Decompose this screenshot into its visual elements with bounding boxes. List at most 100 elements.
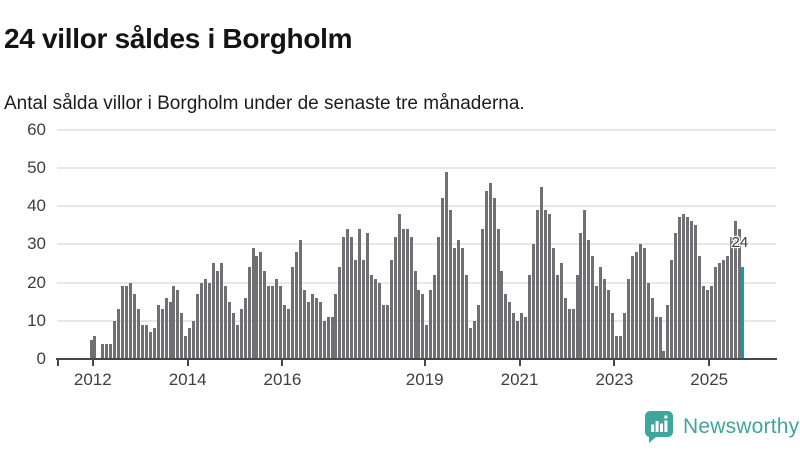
- bar-2020-09: [504, 293, 508, 359]
- x-axis-tick-2014: [186, 360, 189, 366]
- newsworthy-logo-text: Newsworthy: [683, 414, 800, 438]
- bar-2020-08: [500, 271, 504, 359]
- bar-2018-09: [409, 236, 413, 359]
- bar-2013-03: [148, 332, 152, 359]
- bar-2011-12: [89, 339, 93, 359]
- bar-2012-10: [129, 282, 132, 359]
- bar-2012-03: [101, 343, 105, 359]
- bar-2021-08: [547, 213, 551, 359]
- newsworthy-bars-icon: [645, 411, 673, 443]
- x-axis-label-2019: 2019: [405, 370, 444, 389]
- bar-2019-02: [429, 290, 433, 359]
- bar-2017-07: [354, 259, 358, 359]
- bar-2020-07: [496, 228, 500, 359]
- bar-2016-04: [294, 251, 298, 359]
- bar-2014-07: [211, 263, 215, 359]
- bar-2024-06: [682, 213, 686, 359]
- y-axis-label-20: 20: [27, 272, 46, 292]
- bar-2024-12: [705, 290, 709, 359]
- bar-2025-02: [713, 267, 717, 359]
- y-axis-label-60: 60: [27, 119, 46, 139]
- bar-2019-09: [456, 240, 460, 359]
- bar-2021-09: [551, 248, 555, 359]
- x-axis-tick-2025: [708, 360, 711, 366]
- bar-2015-02: [239, 309, 243, 359]
- bar-2014-02: [192, 320, 196, 359]
- bar-2022-09: [599, 267, 603, 359]
- bar-2019-03: [433, 274, 437, 359]
- page-title: 24 villor såldes i Borgholm: [4, 22, 353, 54]
- bar-2022-03: [575, 274, 579, 359]
- bar-2015-12: [279, 286, 283, 359]
- bar-2013-09: [172, 286, 176, 359]
- bar-2019-01: [425, 324, 429, 359]
- gridline-40: [57, 205, 776, 207]
- bar-2013-12: [184, 336, 188, 359]
- bar-2012-04: [105, 343, 109, 359]
- bar-2021-07: [543, 209, 547, 359]
- bar-2022-06: [587, 240, 591, 359]
- bar-2022-01: [567, 309, 571, 359]
- x-axis-tick-2021: [518, 360, 521, 366]
- bar-2020-06: [492, 198, 496, 359]
- bar-2018-11: [417, 290, 421, 359]
- bar-2021-04: [532, 244, 536, 359]
- bar-2022-10: [603, 278, 607, 359]
- chart-subtitle: Antal sålda villor i Borgholm under de s…: [4, 93, 525, 114]
- x-axis-label-2016: 2016: [263, 370, 302, 389]
- bar-2022-07: [591, 255, 595, 359]
- bar-2020-01: [472, 320, 476, 359]
- bar-2014-10: [223, 286, 227, 359]
- bar-2012-06: [113, 320, 117, 359]
- bar-2025-09: [741, 267, 745, 359]
- bar-2015-09: [267, 286, 271, 359]
- bar-2025-05: [725, 255, 729, 359]
- bar-2023-05: [630, 255, 634, 359]
- bar-2013-02: [144, 324, 148, 359]
- bar-2024-01: [662, 351, 666, 359]
- bar-2019-05: [441, 198, 445, 359]
- y-axis-label-30: 30: [27, 234, 46, 254]
- last-value-label: 24: [731, 234, 749, 251]
- x-axis-label-2025: 2025: [690, 370, 729, 389]
- bar-2021-11: [559, 263, 563, 359]
- bar-2025-07: [733, 221, 737, 359]
- bar-2024-05: [678, 217, 682, 359]
- newsworthy-logo[interactable]: Newsworthy: [644, 410, 799, 443]
- x-axis-tick-2012: [91, 360, 94, 366]
- bar-2016-11: [322, 320, 326, 359]
- bar-2017-08: [358, 228, 362, 359]
- bar-2013-01: [140, 324, 144, 359]
- bar-2023-01: [615, 336, 619, 359]
- bar-2022-05: [583, 209, 587, 359]
- bar-2012-08: [121, 286, 125, 359]
- bar-2025-03: [717, 263, 721, 359]
- bar-2015-07: [259, 251, 263, 359]
- bar-2014-11: [227, 301, 231, 359]
- x-axis-line: [56, 357, 777, 360]
- bar-2021-02: [524, 316, 528, 359]
- bar-2014-04: [200, 282, 204, 359]
- bar-2023-02: [619, 336, 622, 359]
- bar-2022-02: [571, 309, 575, 359]
- bar-2016-05: [298, 240, 302, 359]
- bar-2018-08: [405, 228, 409, 359]
- bar-2014-03: [196, 293, 200, 359]
- y-axis-label-10: 10: [27, 310, 46, 330]
- bar-2017-03: [338, 267, 342, 359]
- bar-2018-07: [401, 228, 405, 359]
- bar-2018-02: [381, 305, 385, 359]
- bar-2025-04: [721, 259, 725, 359]
- y-axis-label-40: 40: [27, 196, 46, 215]
- bar-2018-06: [397, 213, 401, 359]
- bar-2021-05: [536, 209, 540, 359]
- bar-2025-08: [737, 228, 741, 359]
- bar-2023-04: [626, 278, 630, 359]
- bar-2016-01: [283, 305, 287, 359]
- bar-2016-02: [287, 309, 291, 359]
- bar-2015-06: [255, 255, 259, 359]
- bar-2014-08: [215, 271, 219, 359]
- x-axis-label-2023: 2023: [595, 370, 634, 389]
- bar-2013-05: [156, 305, 160, 359]
- bar-2012-05: [109, 343, 113, 359]
